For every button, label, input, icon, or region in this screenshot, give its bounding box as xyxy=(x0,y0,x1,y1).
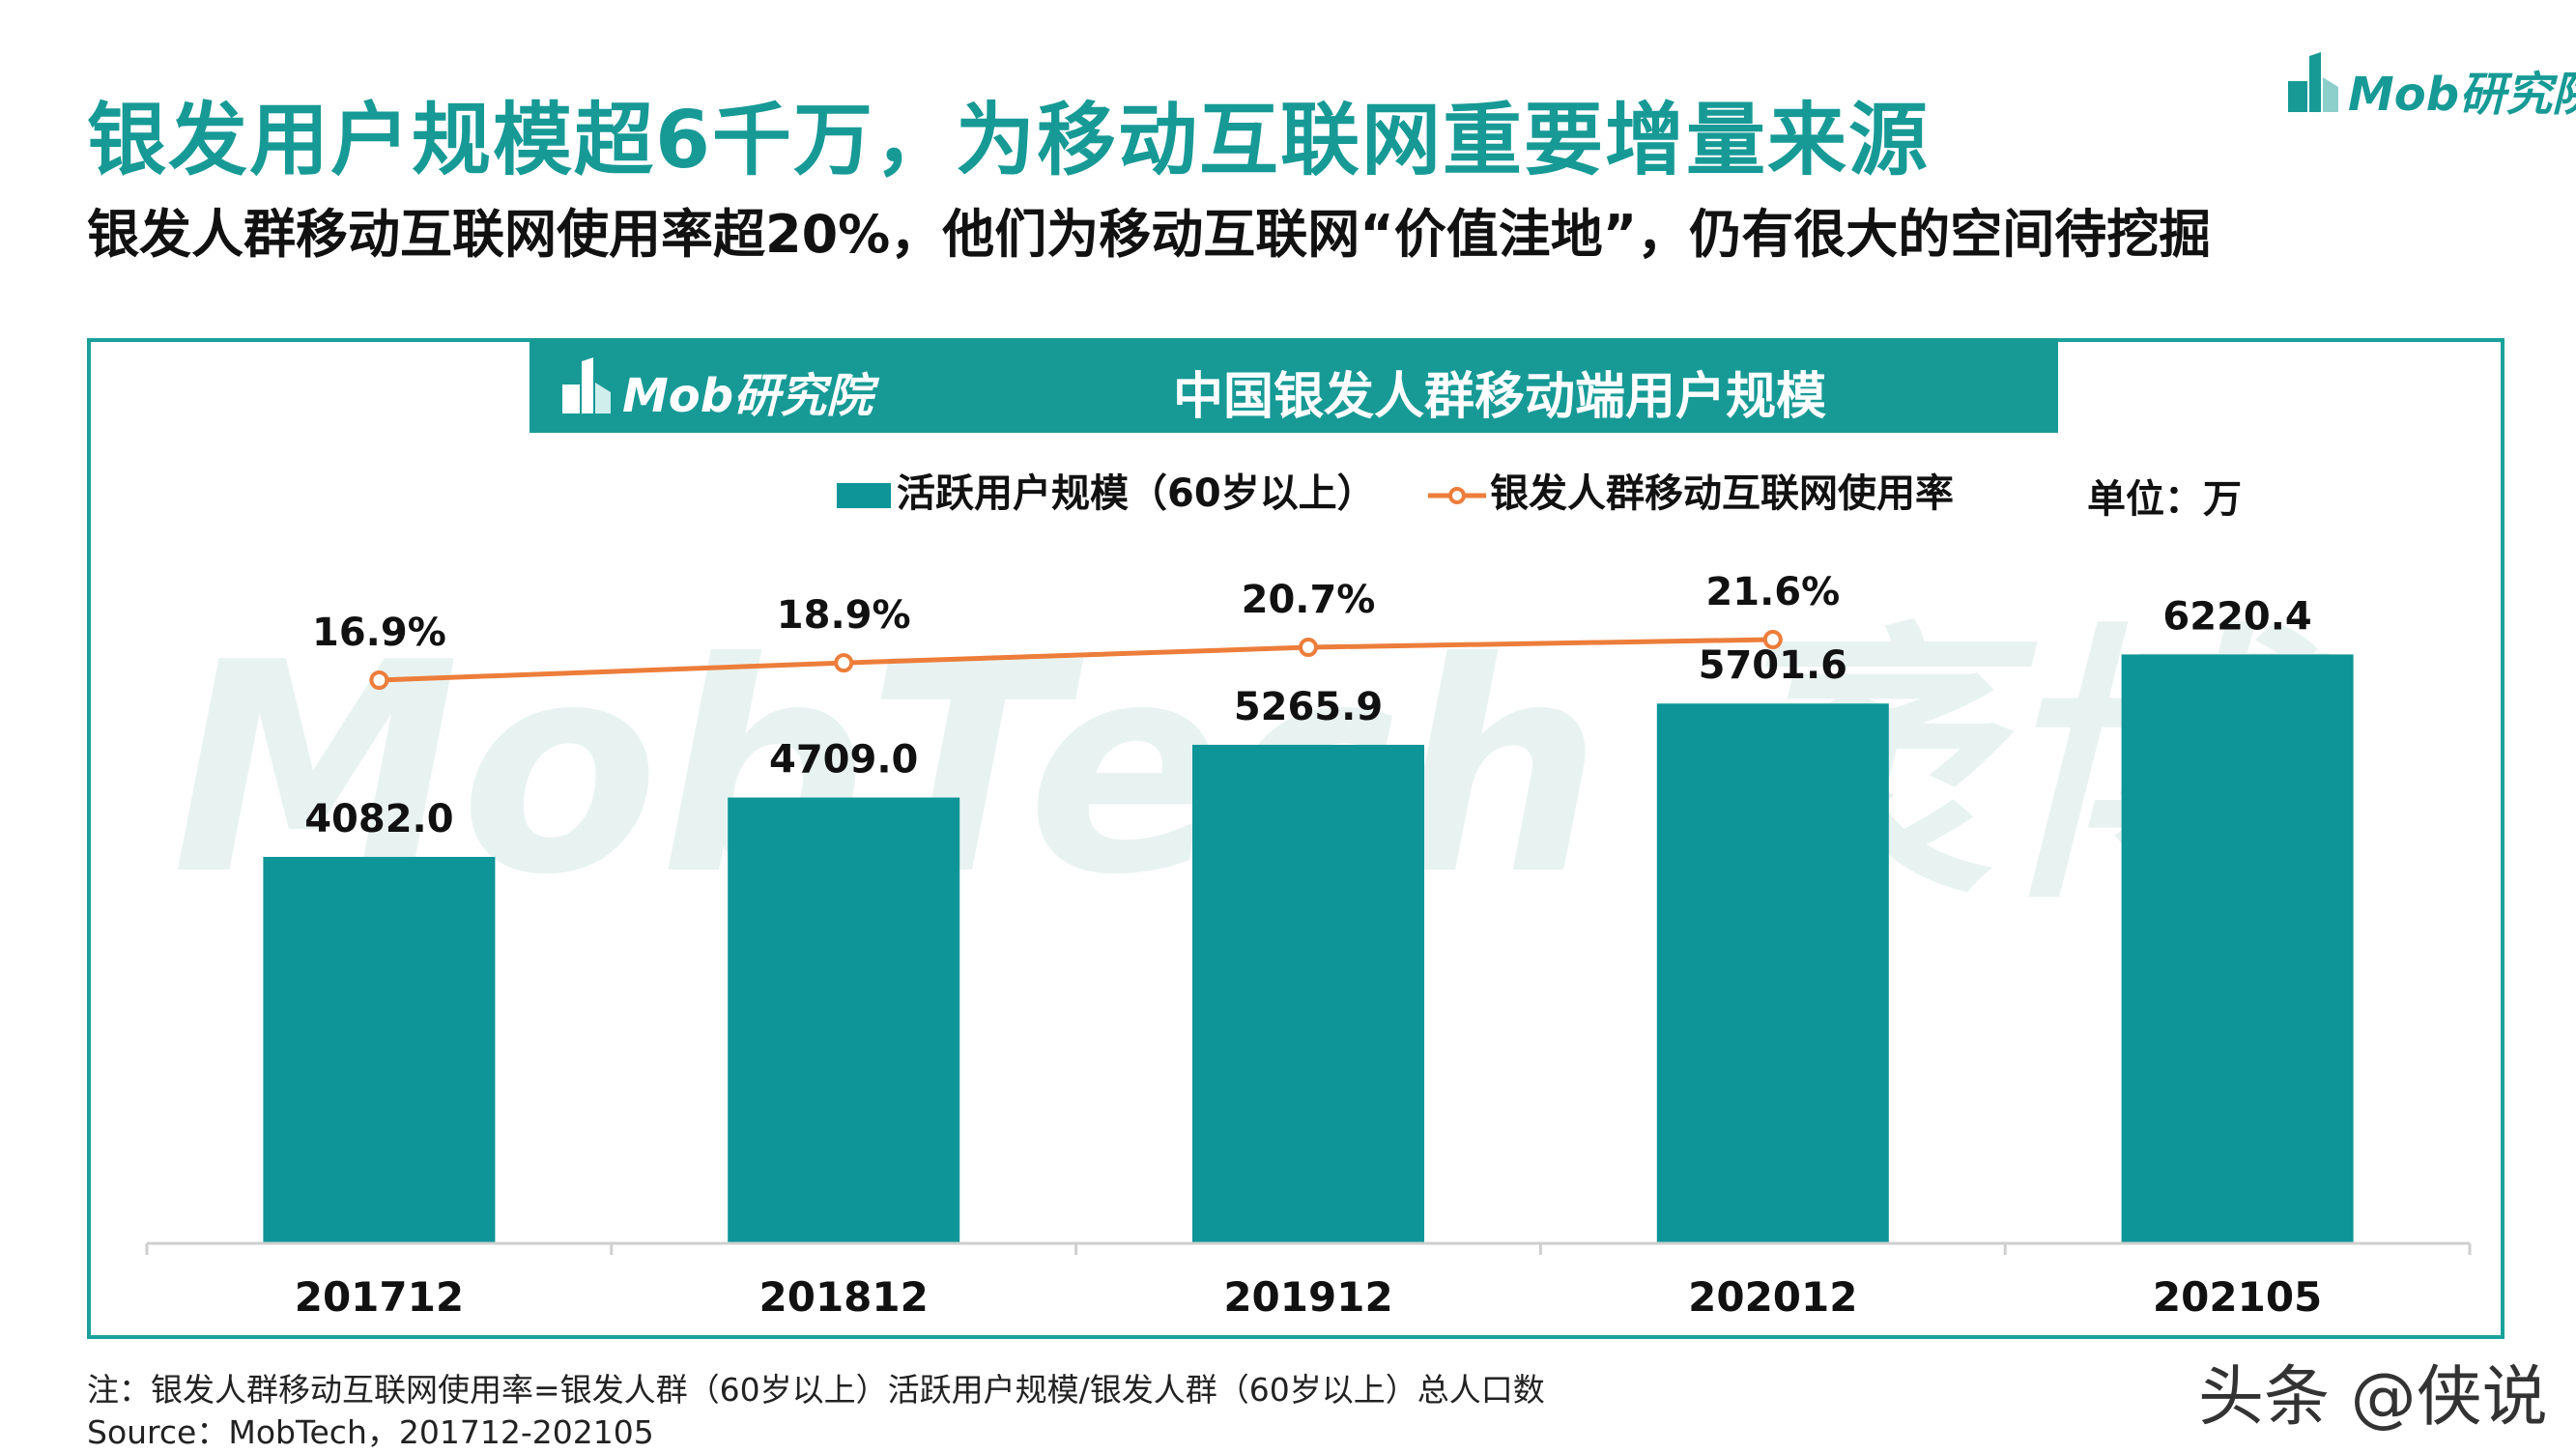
usage-rate-label: 16.9% xyxy=(312,611,446,655)
bar-value-label: 4082.0 xyxy=(304,797,453,841)
band-brand-logo: Mob研究院 xyxy=(557,352,875,423)
usage-rate-line xyxy=(379,637,1773,683)
usage-rate-point xyxy=(1299,638,1318,658)
bar-201712 xyxy=(263,856,496,1243)
legend-bar-label: 活跃用户规模（60岁以上） xyxy=(897,471,1376,516)
chart-title: 中国银发人群移动端用户规模 xyxy=(1173,368,1827,426)
chart-header-band: Mob研究院 中国银发人群移动端用户规模 xyxy=(530,338,2058,433)
x-tick-label: 202105 xyxy=(2153,1273,2322,1321)
legend-bar-swatch xyxy=(837,483,891,508)
unit-label: 单位：万 xyxy=(2087,477,2242,522)
x-tick-label: 201912 xyxy=(1223,1273,1392,1321)
legend-bar: 活跃用户规模（60岁以上） xyxy=(837,462,1376,518)
credit-watermark: 头条 @侠说 xyxy=(2198,1359,2548,1436)
brand-logo-text: Mob研究院 xyxy=(2348,68,2576,122)
legend-line-label: 银发人群移动互联网使用率 xyxy=(1490,471,1954,516)
page-title: 银发用户规模超6千万，为移动互联网重要增量来源 xyxy=(87,95,1931,186)
x-tick-label: 201812 xyxy=(759,1273,929,1321)
bar-value-label: 4709.0 xyxy=(769,738,918,783)
bar-value-label: 5265.9 xyxy=(1234,685,1383,729)
brand-logo: Mob研究院 xyxy=(2282,48,2576,126)
band-building-icon xyxy=(562,357,611,413)
bar-value-label: 6220.4 xyxy=(2162,594,2311,639)
bar-201912 xyxy=(1192,744,1424,1243)
usage-rate-label: 20.7% xyxy=(1242,578,1376,622)
page-subtitle: 银发人群移动互联网使用率超20%，他们为移动互联网“价值洼地”，仍有很大的空间待… xyxy=(87,204,2212,265)
footnote: 注：银发人群移动互联网使用率=银发人群（60岁以上）活跃用户规模/银发人群（60… xyxy=(87,1371,1545,1409)
x-tick-label: 201712 xyxy=(295,1273,464,1321)
bar-value-label: 5701.6 xyxy=(1699,643,1847,688)
legend-line: 银发人群移动互联网使用率 xyxy=(1428,462,1954,518)
usage-rate-point xyxy=(369,670,389,690)
band-brand-text: Mob研究院 xyxy=(622,369,873,423)
usage-rate-label: 21.6% xyxy=(1705,570,1840,614)
usage-rate-point xyxy=(834,653,854,673)
source-note: Source：MobTech，201712-202105 xyxy=(87,1413,654,1451)
legend-line-swatch xyxy=(1428,487,1486,504)
bar-201812 xyxy=(728,797,960,1243)
usage-rate-label: 18.9% xyxy=(777,593,911,638)
brand-building-icon xyxy=(2288,52,2338,112)
bar-202105 xyxy=(2121,654,2354,1243)
x-tick-label: 202012 xyxy=(1688,1273,1857,1321)
bar-202012 xyxy=(1656,703,1889,1243)
usage-rate-point xyxy=(1762,630,1783,649)
